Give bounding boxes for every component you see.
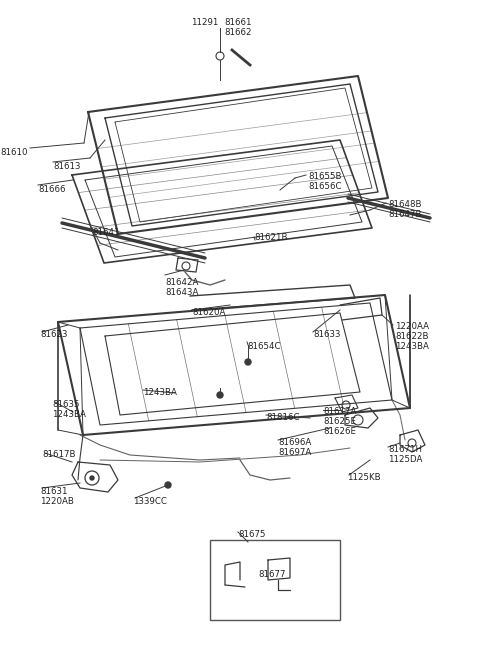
- Text: 81635: 81635: [52, 400, 80, 409]
- Text: 81656C: 81656C: [308, 182, 341, 191]
- Text: 81626E: 81626E: [323, 427, 356, 436]
- Text: 81661: 81661: [224, 18, 252, 27]
- Text: 81623: 81623: [40, 330, 68, 339]
- Text: 81621B: 81621B: [254, 233, 288, 242]
- Text: 81697A: 81697A: [278, 448, 311, 457]
- Text: 81696A: 81696A: [278, 438, 311, 447]
- Text: 81643A: 81643A: [165, 288, 198, 297]
- Text: 81613: 81613: [53, 162, 81, 171]
- Text: 81642A: 81642A: [165, 278, 198, 287]
- Circle shape: [217, 392, 223, 398]
- Bar: [210, 540, 340, 620]
- Text: 81633: 81633: [313, 330, 340, 339]
- Text: 1220AA: 1220AA: [395, 322, 429, 331]
- Text: 81641: 81641: [92, 228, 120, 237]
- Text: 1243BA: 1243BA: [52, 410, 86, 419]
- Text: 11291: 11291: [191, 18, 218, 27]
- Text: 81617A: 81617A: [323, 407, 356, 416]
- Text: 81648B: 81648B: [388, 200, 421, 209]
- Text: 81677: 81677: [258, 570, 286, 579]
- Text: 81617B: 81617B: [42, 450, 75, 459]
- Text: 81654C: 81654C: [247, 342, 280, 351]
- Text: 1125KB: 1125KB: [347, 473, 381, 482]
- Text: 1125DA: 1125DA: [388, 455, 422, 464]
- Text: 81625E: 81625E: [323, 417, 356, 426]
- Circle shape: [245, 359, 251, 365]
- Text: 81662: 81662: [224, 28, 252, 37]
- Text: 81655B: 81655B: [308, 172, 341, 181]
- Text: 1339CC: 1339CC: [133, 497, 167, 506]
- Text: 81610: 81610: [0, 148, 28, 157]
- Text: 81647B: 81647B: [388, 210, 421, 219]
- Text: 81816C: 81816C: [266, 413, 300, 422]
- Text: 1243BA: 1243BA: [143, 388, 177, 397]
- Circle shape: [165, 482, 171, 488]
- Text: 81620A: 81620A: [192, 308, 226, 317]
- Circle shape: [90, 476, 94, 480]
- Text: 1243BA: 1243BA: [395, 342, 429, 351]
- Text: 81622B: 81622B: [395, 332, 429, 341]
- Text: 1220AB: 1220AB: [40, 497, 74, 506]
- Text: 81631: 81631: [40, 487, 68, 496]
- Text: 81671H: 81671H: [388, 445, 422, 454]
- Text: 81666: 81666: [38, 185, 65, 194]
- Text: 81675: 81675: [238, 530, 265, 539]
